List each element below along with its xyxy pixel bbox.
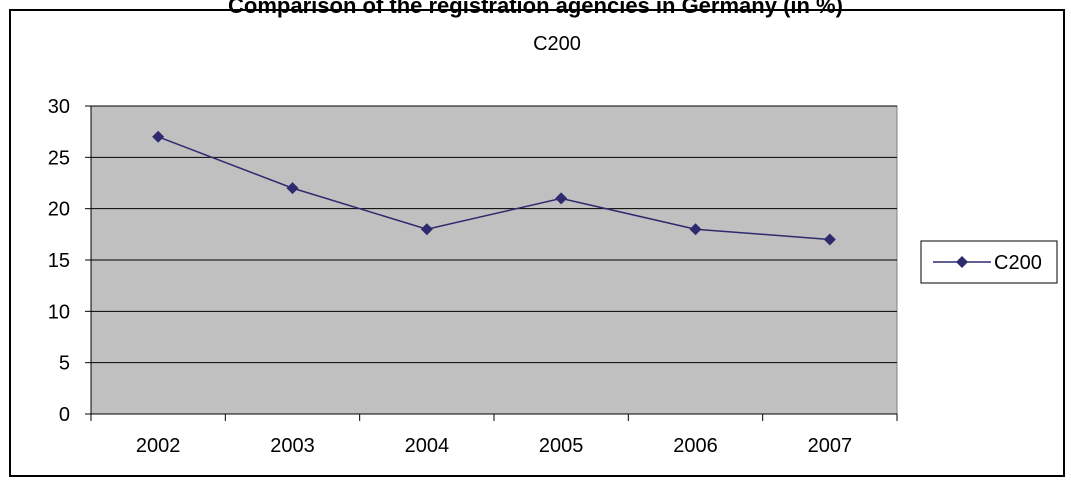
x-tick-label: 2007 <box>808 435 853 457</box>
y-tick-label: 30 <box>48 96 70 118</box>
legend-label: C200 <box>994 252 1042 274</box>
x-tick-label: 2003 <box>270 435 315 457</box>
data-point <box>689 223 702 236</box>
legend-marker <box>956 256 968 268</box>
chart-title: C200 <box>533 33 581 55</box>
x-tick-label: 2004 <box>405 435 450 457</box>
y-tick-label: 5 <box>59 353 70 375</box>
data-point <box>823 233 836 246</box>
y-tick-label: 15 <box>48 250 70 272</box>
series-line <box>157 136 830 241</box>
data-point <box>286 182 299 195</box>
data-point <box>152 130 165 143</box>
y-tick-label: 10 <box>48 301 70 323</box>
page-title: Comparison of the registration agencies … <box>228 0 843 18</box>
legend: C200 <box>920 240 1058 284</box>
y-tick-label: 20 <box>48 199 70 221</box>
y-tick-label: 0 <box>59 404 70 426</box>
data-point <box>555 192 568 205</box>
x-tick-label: 2002 <box>136 435 181 457</box>
data-point <box>420 223 433 236</box>
plot-area: 0 5 10 15 20 25 30 2002 2003 2004 2005 2006 2007 <box>48 96 898 457</box>
x-tick-label: 2005 <box>539 435 584 457</box>
y-tick-label: 25 <box>48 147 70 169</box>
x-tick-label: 2006 <box>673 435 718 457</box>
